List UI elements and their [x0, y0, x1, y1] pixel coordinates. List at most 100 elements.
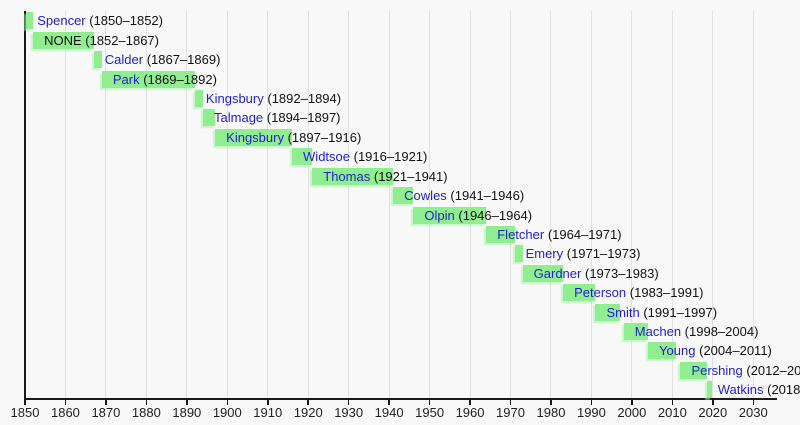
tick-mark-1910 — [267, 399, 269, 405]
tick-label-2030: 2030 — [738, 404, 768, 420]
tick-mark-2010 — [671, 399, 674, 405]
row-label: Peterson (1983–1991) — [574, 284, 703, 301]
tick-mark-1950 — [428, 399, 431, 405]
tick-mark-1870 — [105, 399, 107, 405]
tick-label-1970: 1970 — [496, 404, 525, 420]
tick-mark-1890 — [186, 399, 188, 405]
tenure-years: (1973–1983) — [584, 265, 659, 281]
y-axis-line — [24, 11, 26, 400]
timeline-bar — [194, 89, 203, 107]
tick-label-1910: 1910 — [253, 404, 283, 420]
tick-mark-2000 — [631, 399, 633, 405]
grid-line-1860 — [64, 11, 66, 398]
person-link[interactable]: Gardner — [533, 265, 582, 281]
row-label: Widtsoe (1916–1921) — [303, 148, 427, 165]
grid-line-1950 — [429, 11, 431, 398]
tick-label-2000: 2000 — [617, 404, 647, 420]
grid-line-1920 — [307, 11, 309, 398]
grid-line-1900 — [226, 11, 228, 398]
tenure-years: (1892–1894) — [267, 90, 342, 106]
timeline-bar — [203, 109, 216, 127]
person-link[interactable]: Kingsbury — [205, 90, 264, 106]
person-link[interactable]: Pershing — [691, 362, 743, 378]
grid-line-1980 — [550, 11, 552, 398]
person-link[interactable]: Smith — [606, 304, 640, 320]
tenure-years: (1983–1991) — [629, 285, 704, 301]
tick-label-1890: 1890 — [172, 404, 202, 420]
row-label: Pershing (2012–20 — [691, 362, 800, 379]
tick-mark-1900 — [226, 399, 229, 405]
tick-label-1980: 1980 — [536, 404, 566, 420]
tenure-years: (1921–1941) — [373, 168, 448, 184]
row-label: Emery (1971–1973) — [526, 245, 641, 262]
tick-mark-1940 — [388, 399, 390, 405]
timeline-bar — [680, 361, 707, 379]
row-label: NONE (1852–1867) — [44, 32, 159, 49]
tenure-years: (1946–1964) — [458, 207, 533, 223]
grid-line-1940 — [388, 11, 390, 398]
tick-mark-1930 — [347, 399, 350, 405]
person-link[interactable]: Olpin — [424, 207, 455, 223]
person-link[interactable]: Peterson — [574, 285, 627, 301]
row-label: Olpin (1946–1964) — [424, 207, 532, 224]
tick-label-1850: 1850 — [10, 404, 40, 420]
row-label: Young (2004–2011) — [659, 342, 772, 359]
row-label: Watkins (2018 — [718, 381, 800, 398]
person-name: NONE — [44, 32, 82, 48]
tenure-years: (1941–1946) — [450, 188, 525, 204]
tenure-years: (1971–1973) — [566, 246, 641, 262]
person-link[interactable]: Spencer — [37, 13, 86, 29]
tick-mark-1970 — [509, 399, 512, 405]
timeline-bar — [514, 245, 523, 263]
tick-mark-1880 — [145, 399, 148, 405]
person-link[interactable]: Calder — [104, 52, 144, 68]
timeline-bar — [393, 187, 414, 205]
grid-line-1880 — [145, 11, 147, 398]
row-label: Talmage (1894–1897) — [214, 109, 341, 126]
person-link[interactable]: Fletcher — [497, 226, 545, 242]
grid-line-1960 — [469, 11, 471, 398]
tick-label-1950: 1950 — [415, 404, 445, 420]
tenure-years: (1894–1897) — [266, 110, 341, 126]
grid-line-2030 — [752, 11, 754, 398]
tick-mark-1960 — [469, 399, 471, 405]
person-link[interactable]: Cowles — [404, 188, 447, 204]
timeline-bar — [623, 323, 649, 341]
timeline-bar — [292, 148, 313, 166]
person-link[interactable]: Watkins — [717, 382, 764, 398]
person-link[interactable]: Park — [112, 71, 140, 87]
tick-mark-1850 — [24, 399, 26, 405]
row-label: Machen (1998–2004) — [635, 323, 759, 340]
row-label: Fletcher (1964–1971) — [497, 226, 621, 243]
person-link[interactable]: Widtsoe — [303, 149, 350, 165]
tick-mark-1860 — [64, 399, 67, 405]
row-label: Gardner (1973–1983) — [534, 265, 659, 282]
row-label: Park (1869–1892) — [113, 71, 217, 88]
person-link[interactable]: Thomas — [323, 168, 371, 184]
person-link[interactable]: Emery — [525, 246, 564, 262]
tenure-years: (1867–1869) — [146, 52, 221, 68]
row-label: Kingsbury (1892–1894) — [206, 90, 341, 107]
tick-label-1960: 1960 — [455, 404, 485, 420]
tick-label-1900: 1900 — [212, 404, 242, 420]
tenure-years: (2004–2011) — [699, 343, 772, 359]
grid-line-2000 — [631, 11, 633, 398]
x-axis-line — [24, 397, 777, 400]
tenure-years: (1850–1852) — [89, 13, 163, 29]
tenure-years: (2012–20 — [746, 362, 800, 378]
tenure-years: (1991–1997) — [643, 304, 718, 320]
tick-label-2010: 2010 — [657, 404, 687, 420]
timeline-bar — [648, 342, 677, 360]
timeline-bar — [595, 303, 620, 321]
person-link[interactable]: Kingsbury — [226, 129, 284, 145]
grid-line-1910 — [267, 11, 269, 398]
tick-label-1870: 1870 — [91, 404, 121, 420]
person-link[interactable]: Talmage — [214, 110, 264, 126]
tick-label-1860: 1860 — [50, 404, 80, 420]
person-link[interactable]: Machen — [634, 324, 682, 340]
timeline-bar — [486, 225, 515, 243]
tick-label-1930: 1930 — [334, 404, 364, 420]
person-link[interactable]: Young — [659, 343, 696, 359]
timeline-bar — [413, 206, 487, 224]
